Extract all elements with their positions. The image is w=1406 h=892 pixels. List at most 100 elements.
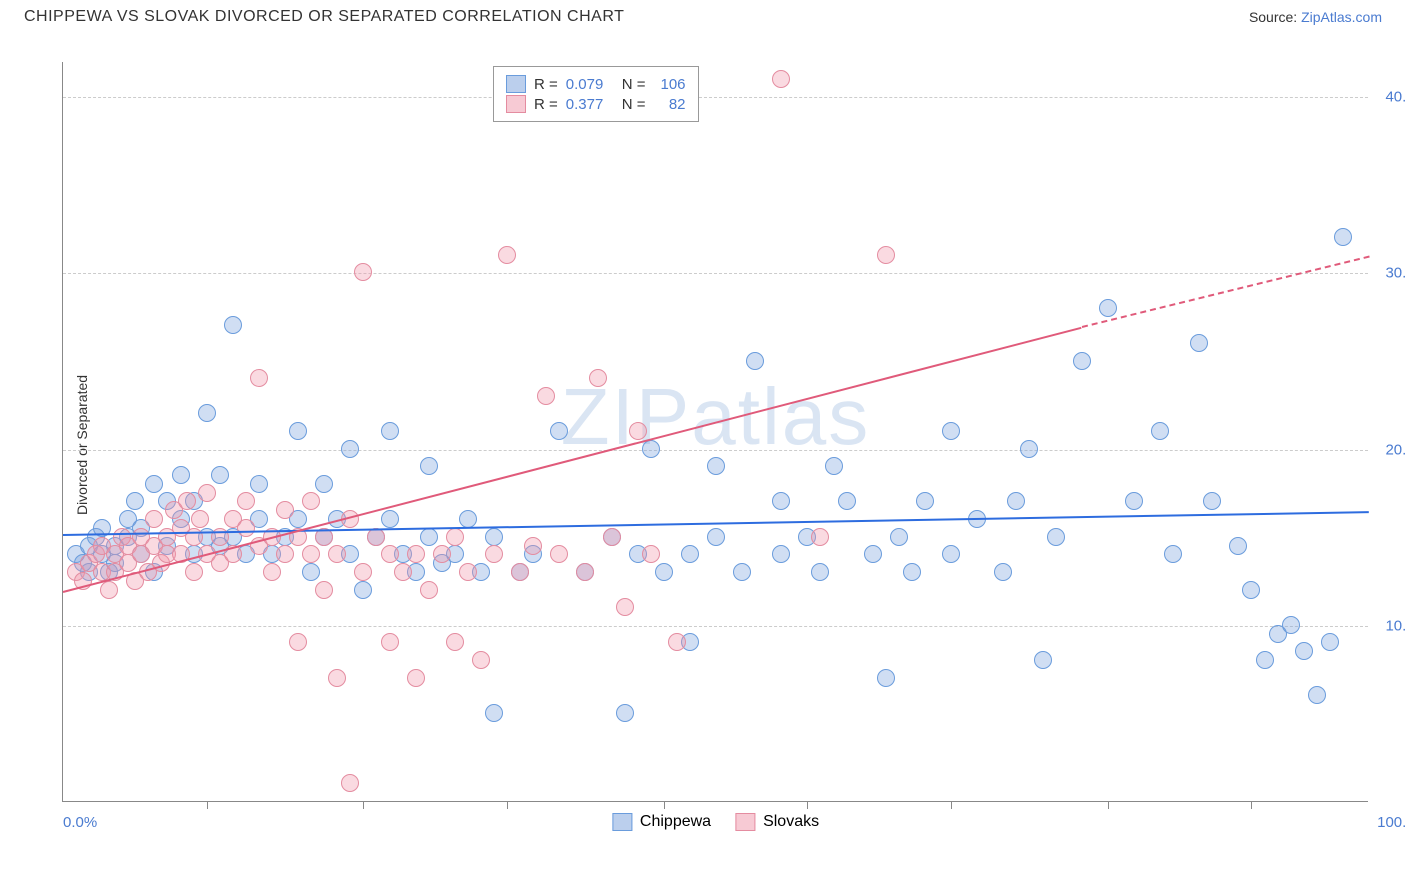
data-point <box>877 669 895 687</box>
x-axis-max-label: 100.0% <box>1377 814 1406 831</box>
data-point <box>302 492 320 510</box>
data-point <box>838 492 856 510</box>
data-point <box>589 369 607 387</box>
data-point <box>1242 581 1260 599</box>
data-point <box>1203 492 1221 510</box>
data-point <box>354 263 372 281</box>
data-point <box>942 422 960 440</box>
data-point <box>550 545 568 563</box>
data-point <box>485 528 503 546</box>
data-point <box>550 422 568 440</box>
data-point <box>681 545 699 563</box>
data-point <box>524 537 542 555</box>
data-point <box>394 563 412 581</box>
data-point <box>185 563 203 581</box>
data-point <box>276 545 294 563</box>
data-point <box>537 387 555 405</box>
legend-item: Slovaks <box>735 813 819 831</box>
data-point <box>825 457 843 475</box>
x-tick <box>1251 801 1252 809</box>
legend-item: Chippewa <box>612 813 711 831</box>
data-point <box>145 475 163 493</box>
data-point <box>994 563 1012 581</box>
legend-label: Slovaks <box>763 813 819 831</box>
data-point <box>655 563 673 581</box>
data-point <box>616 598 634 616</box>
data-point <box>420 457 438 475</box>
data-point <box>1047 528 1065 546</box>
x-tick <box>951 801 952 809</box>
data-point <box>576 563 594 581</box>
data-point <box>276 501 294 519</box>
data-point <box>198 484 216 502</box>
data-point <box>172 466 190 484</box>
data-point <box>381 422 399 440</box>
plot-area: ZIPatlas 10.0%20.0%30.0%40.0%0.0%100.0%R… <box>62 62 1368 802</box>
data-point <box>903 563 921 581</box>
legend-row: R =0.377N =82 <box>506 95 686 113</box>
data-point <box>642 440 660 458</box>
r-label: R = <box>534 76 558 93</box>
data-point <box>772 545 790 563</box>
data-point <box>1099 299 1117 317</box>
data-point <box>485 545 503 563</box>
legend-swatch <box>506 95 526 113</box>
data-point <box>1229 537 1247 555</box>
series-legend: Chippewa Slovaks <box>612 811 819 833</box>
data-point <box>289 422 307 440</box>
source-link[interactable]: ZipAtlas.com <box>1301 9 1382 25</box>
x-axis-min-label: 0.0% <box>63 814 97 831</box>
trendline <box>1081 256 1369 328</box>
data-point <box>446 528 464 546</box>
data-point <box>642 545 660 563</box>
data-point <box>890 528 908 546</box>
x-tick <box>1108 801 1109 809</box>
data-point <box>811 563 829 581</box>
y-tick-label: 10.0% <box>1385 617 1406 634</box>
legend-swatch <box>506 75 526 93</box>
data-point <box>811 528 829 546</box>
data-point <box>746 352 764 370</box>
data-point <box>315 475 333 493</box>
n-value: 106 <box>654 76 686 93</box>
chart-header: CHIPPEWA VS SLOVAK DIVORCED OR SEPARATED… <box>0 0 1406 34</box>
trendline <box>63 326 1082 592</box>
x-tick <box>207 801 208 809</box>
source-attribution: Source: ZipAtlas.com <box>1249 9 1382 25</box>
data-point <box>916 492 934 510</box>
y-tick-label: 40.0% <box>1385 89 1406 106</box>
data-point <box>211 466 229 484</box>
data-point <box>224 316 242 334</box>
data-point <box>1073 352 1091 370</box>
data-point <box>250 369 268 387</box>
r-value: 0.377 <box>566 96 614 113</box>
correlation-legend: R =0.079N =106R =0.377N =82 <box>493 66 699 122</box>
gridline <box>63 273 1368 274</box>
data-point <box>420 528 438 546</box>
n-value: 82 <box>654 96 686 113</box>
legend-swatch <box>612 813 632 831</box>
data-point <box>250 475 268 493</box>
data-point <box>407 669 425 687</box>
data-point <box>1151 422 1169 440</box>
chart-container: Divorced or Separated ZIPatlas 10.0%20.0… <box>50 50 1380 840</box>
chart-title: CHIPPEWA VS SLOVAK DIVORCED OR SEPARATED… <box>24 8 624 26</box>
n-label: N = <box>622 96 646 113</box>
data-point <box>198 404 216 422</box>
legend-swatch <box>735 813 755 831</box>
data-point <box>1321 633 1339 651</box>
data-point <box>1334 228 1352 246</box>
data-point <box>616 704 634 722</box>
data-point <box>1034 651 1052 669</box>
data-point <box>341 440 359 458</box>
r-value: 0.079 <box>566 76 614 93</box>
data-point <box>145 510 163 528</box>
data-point <box>864 545 882 563</box>
data-point <box>185 528 203 546</box>
data-point <box>472 651 490 669</box>
data-point <box>100 581 118 599</box>
data-point <box>1295 642 1313 660</box>
data-point <box>381 510 399 528</box>
data-point <box>877 246 895 264</box>
data-point <box>1164 545 1182 563</box>
